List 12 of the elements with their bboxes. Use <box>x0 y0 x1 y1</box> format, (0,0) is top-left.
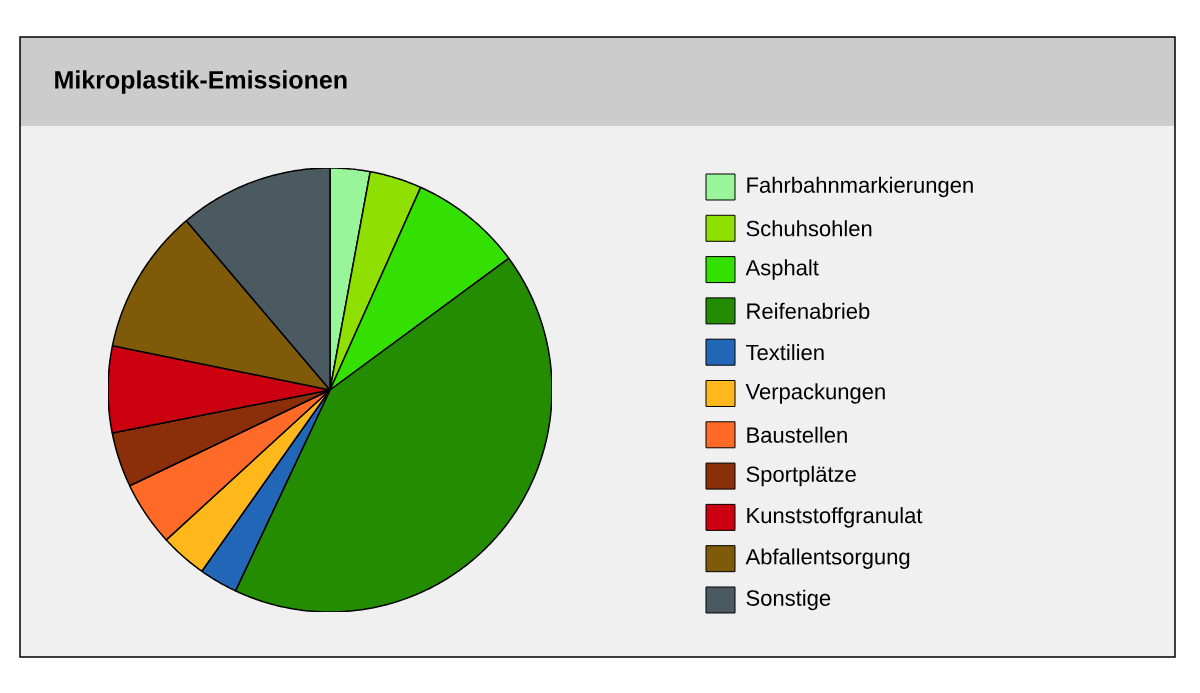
legend-label: Sonstige <box>746 589 831 611</box>
legend-label: Textilien <box>746 344 824 361</box>
chart-title: Mikroplastik-Emissionen <box>55 70 347 94</box>
legend-label: Abfallentsorgung <box>745 548 910 569</box>
legend-label: Fahrbahnmarkierungen <box>747 176 973 198</box>
legend-label: Asphalt <box>745 259 819 280</box>
legend-label: Kunststoffgranulat <box>747 507 923 528</box>
legend-label: Verpackungen <box>745 383 885 404</box>
legend-label: Schuhsohlen <box>746 220 872 237</box>
legend-label: Sportplätze <box>746 465 856 487</box>
legend-label: Baustellen <box>747 426 847 443</box>
legend-label: Reifenabrieb <box>747 302 870 319</box>
